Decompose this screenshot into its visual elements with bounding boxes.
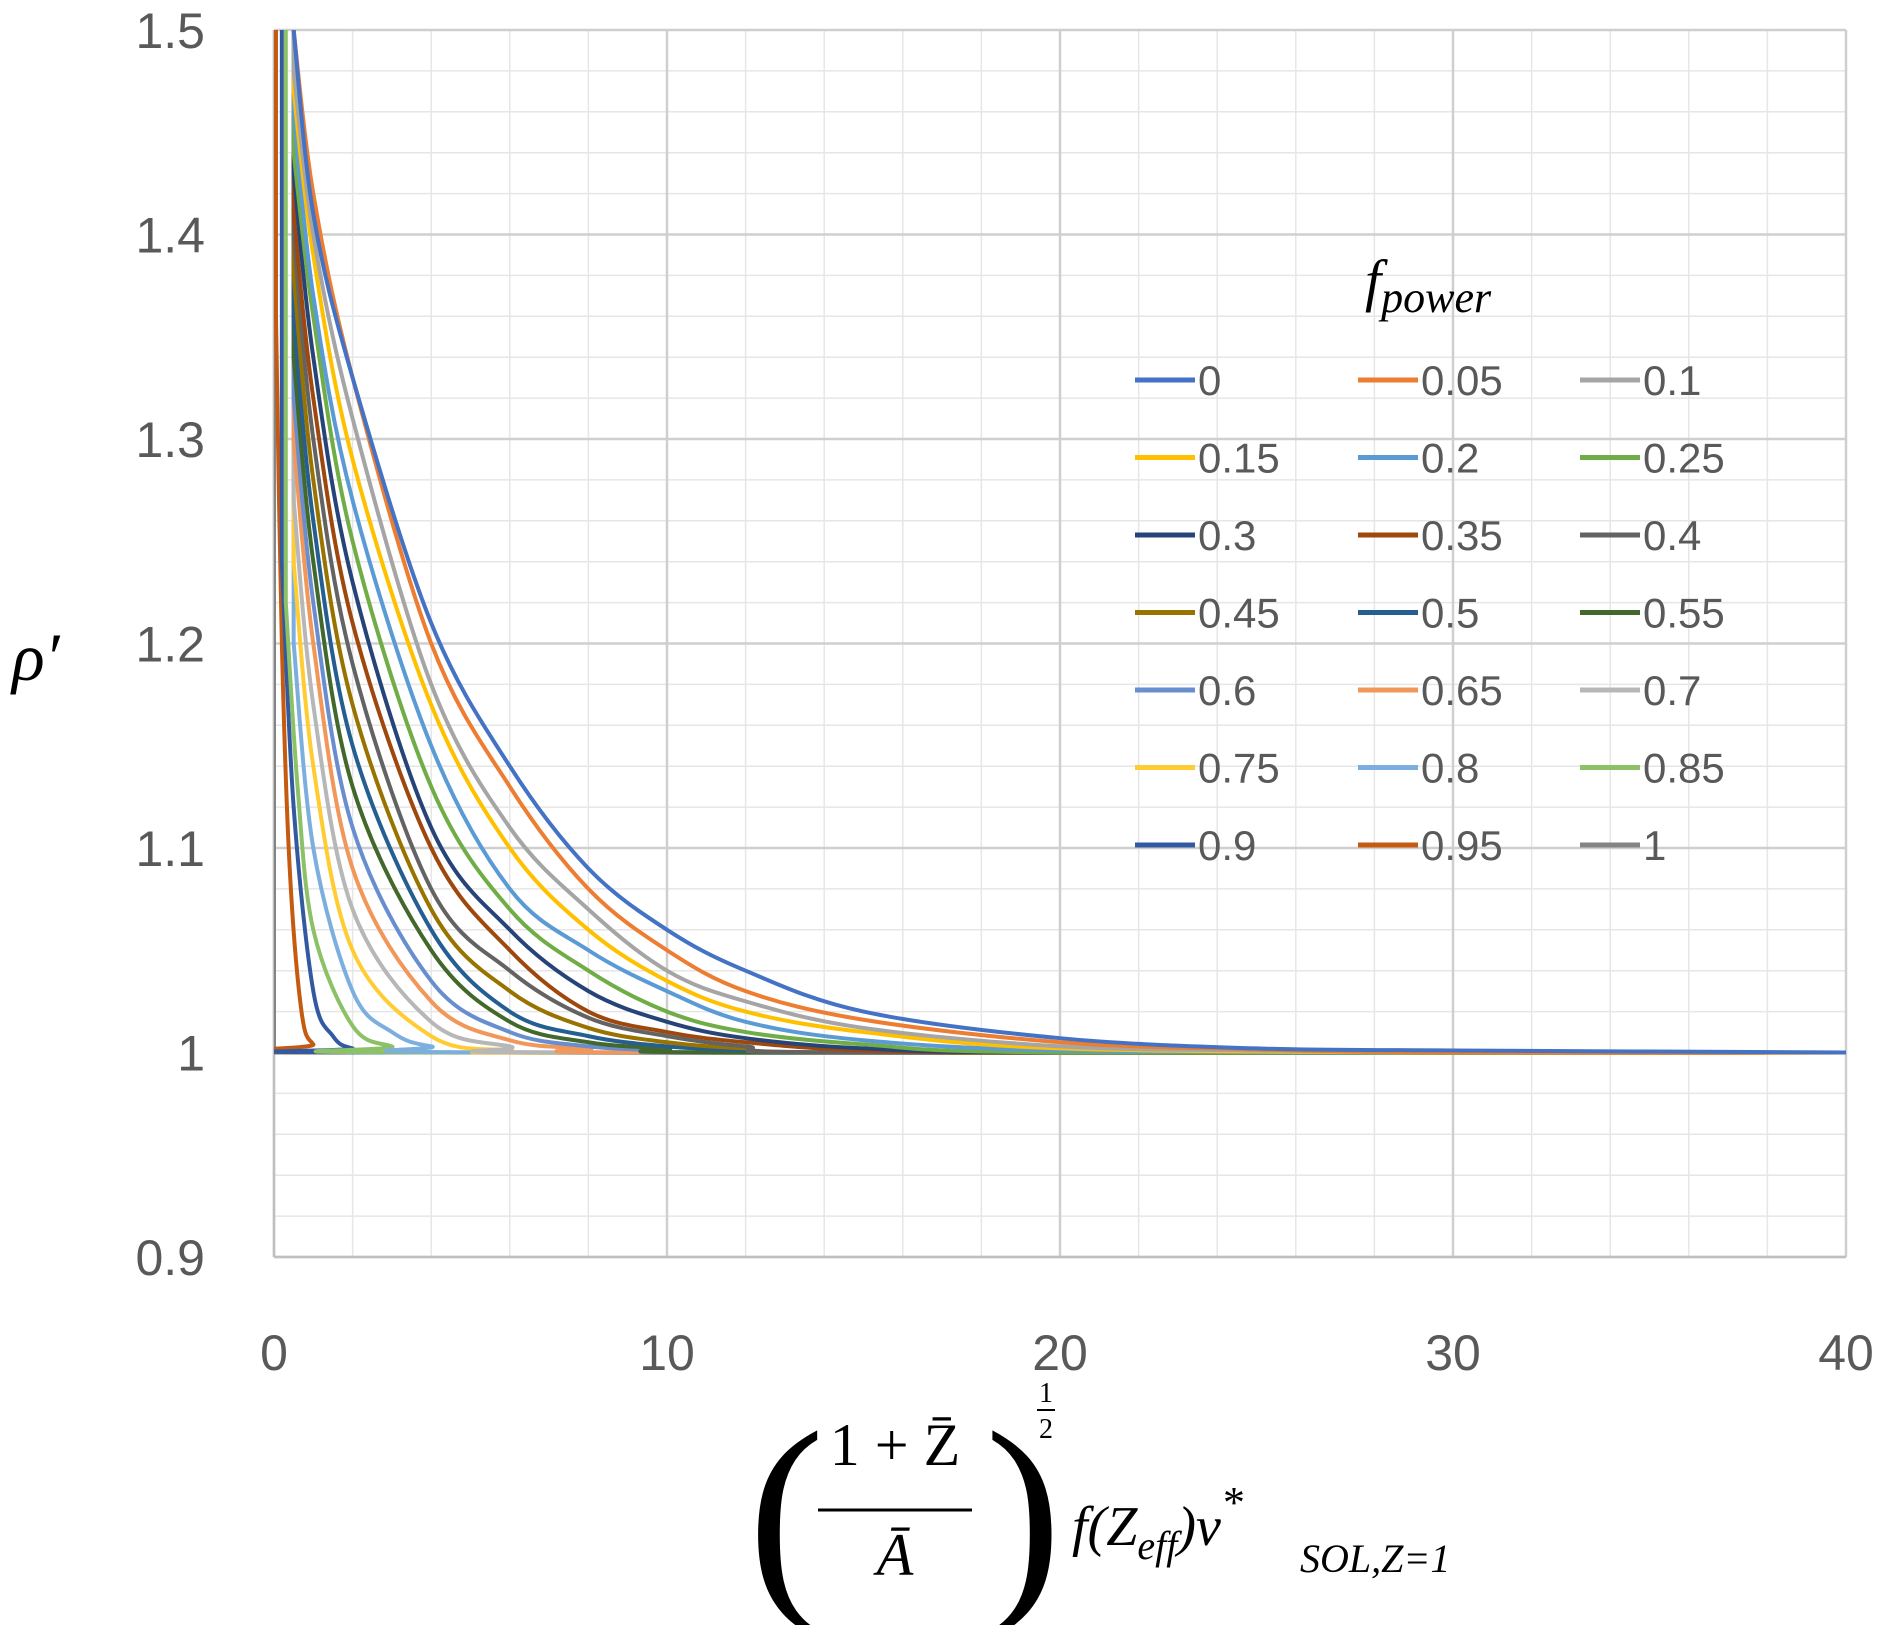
legend: fpower 0 0.05 0.1 0.15 0.2 0.25 0.3 0.35 0.4 0.45… xyxy=(1135,248,1725,869)
legend-label: 0.15 xyxy=(1198,435,1280,482)
x-label-nu-sup: * xyxy=(1221,1478,1243,1527)
legend-item: 0.3 xyxy=(1135,512,1256,559)
legend-label: 0.6 xyxy=(1198,667,1256,714)
series-line-0.05 xyxy=(291,30,1846,1055)
legend-items: 0 0.05 0.1 0.15 0.2 0.25 0.3 0.35 0.4 0.45 0.5 0.55… xyxy=(1135,357,1725,869)
y-tick-label: 1.5 xyxy=(135,3,205,59)
legend-label: 0.1 xyxy=(1643,357,1701,404)
legend-label: 0.9 xyxy=(1198,822,1256,869)
legend-label: 1 xyxy=(1643,822,1666,869)
legend-title-sub: power xyxy=(1378,273,1492,322)
series-line-0.5 xyxy=(291,30,1846,1055)
legend-label: 0.2 xyxy=(1421,435,1479,482)
y-tick-label: 1.4 xyxy=(135,208,205,264)
legend-label: 0.5 xyxy=(1421,590,1479,637)
legend-label: 0.95 xyxy=(1421,822,1503,869)
legend-label: 0.45 xyxy=(1198,590,1280,637)
series-line-0.8 xyxy=(291,30,1846,1055)
legend-label: 0.05 xyxy=(1421,357,1503,404)
series-line-0.55 xyxy=(291,30,1846,1055)
x-tick-label: 40 xyxy=(1818,1325,1874,1381)
x-label-exponent-num: 1 xyxy=(1039,1378,1053,1409)
y-tick-labels: 0.9 1 1.1 1.2 1.3 1.4 1.5 xyxy=(135,3,205,1286)
legend-label: 0.35 xyxy=(1421,512,1503,559)
legend-label: 0.55 xyxy=(1643,590,1725,637)
legend-item: 1 xyxy=(1580,822,1666,869)
y-tick-label: 1 xyxy=(177,1026,205,1082)
legend-item: 0.9 xyxy=(1135,822,1256,869)
legend-item: 0.6 xyxy=(1135,667,1256,714)
x-label-nu-sub: SOL,Z=1 xyxy=(1300,1536,1450,1581)
legend-title: fpower xyxy=(1365,248,1492,322)
x-label-exponent-den: 2 xyxy=(1039,1414,1053,1445)
series-line-0.45 xyxy=(291,30,1846,1055)
y-tick-label: 1.3 xyxy=(135,412,205,468)
y-tick-label: 0.9 xyxy=(135,1230,205,1286)
legend-item: 0.5 xyxy=(1358,590,1479,637)
x-label-func-close: )ν xyxy=(1174,1496,1221,1558)
legend-label: 0.65 xyxy=(1421,667,1503,714)
x-label-function: f(Zeff)ν* xyxy=(1072,1478,1243,1568)
legend-label: 0.85 xyxy=(1643,745,1725,792)
series-line-0.7 xyxy=(291,30,1846,1055)
legend-label: 0.3 xyxy=(1198,512,1256,559)
series-line-0 xyxy=(291,30,1846,1055)
y-tick-label: 1.1 xyxy=(135,821,205,877)
x-tick-label: 10 xyxy=(639,1325,695,1381)
y-axis-label: ρ′ xyxy=(10,619,61,695)
x-tick-label: 0 xyxy=(260,1325,288,1381)
legend-item: 0.55 xyxy=(1580,590,1725,637)
legend-item: 0.45 xyxy=(1135,590,1280,637)
legend-label: 0.7 xyxy=(1643,667,1701,714)
legend-item: 0.95 xyxy=(1358,822,1503,869)
legend-item: 0.65 xyxy=(1358,667,1503,714)
series-line-0.75 xyxy=(291,30,1846,1055)
series-lines xyxy=(274,30,1846,1056)
series-line-0.35 xyxy=(291,30,1846,1055)
legend-item: 0.75 xyxy=(1135,745,1280,792)
series-line-0.25 xyxy=(291,30,1846,1056)
x-label-numerator: 1 + Z̄ xyxy=(830,1412,961,1478)
legend-label: 0.8 xyxy=(1421,745,1479,792)
legend-item: 0.15 xyxy=(1135,435,1280,482)
x-label-func-sub: eff xyxy=(1137,1523,1182,1568)
x-label-paren-right: ) xyxy=(985,1385,1062,1625)
series-line-0.15 xyxy=(291,30,1846,1055)
series-line-0.4 xyxy=(291,30,1846,1055)
x-label-func: f(Z xyxy=(1072,1496,1138,1558)
legend-label: 0 xyxy=(1198,357,1221,404)
legend-item: 0.8 xyxy=(1358,745,1479,792)
legend-item: 0.35 xyxy=(1358,512,1503,559)
legend-item: 0.1 xyxy=(1580,357,1701,404)
series-line-0.3 xyxy=(291,30,1846,1055)
x-label-denominator: Ā xyxy=(873,1522,914,1588)
series-line-0.2 xyxy=(291,30,1846,1055)
x-tick-label: 20 xyxy=(1032,1325,1088,1381)
x-tick-labels: 0 10 20 30 40 xyxy=(260,1325,1874,1381)
legend-item: 0.05 xyxy=(1358,357,1503,404)
x-tick-label: 30 xyxy=(1425,1325,1481,1381)
legend-label: 0.25 xyxy=(1643,435,1725,482)
legend-item: 0.4 xyxy=(1580,512,1701,559)
legend-item: 0.7 xyxy=(1580,667,1701,714)
series-line-0.85 xyxy=(283,30,1846,1055)
series-line-0.1 xyxy=(291,30,1846,1055)
series-line-0.6 xyxy=(291,30,1846,1055)
series-line-0.65 xyxy=(291,30,1846,1055)
legend-item: 0.2 xyxy=(1358,435,1479,482)
x-label-paren-left: ( xyxy=(748,1385,825,1625)
y-tick-label: 1.2 xyxy=(135,617,205,673)
x-axis-label: ( 1 + Z̄ Ā ) 1 2 f(Zeff)ν* SOL,Z=1 xyxy=(748,1378,1450,1625)
legend-label: 0.75 xyxy=(1198,745,1280,792)
legend-label: 0.4 xyxy=(1643,512,1701,559)
legend-item: 0.25 xyxy=(1580,435,1725,482)
legend-item: 0.85 xyxy=(1580,745,1725,792)
legend-item: 0 xyxy=(1135,357,1221,404)
plot-area xyxy=(274,30,1846,1056)
